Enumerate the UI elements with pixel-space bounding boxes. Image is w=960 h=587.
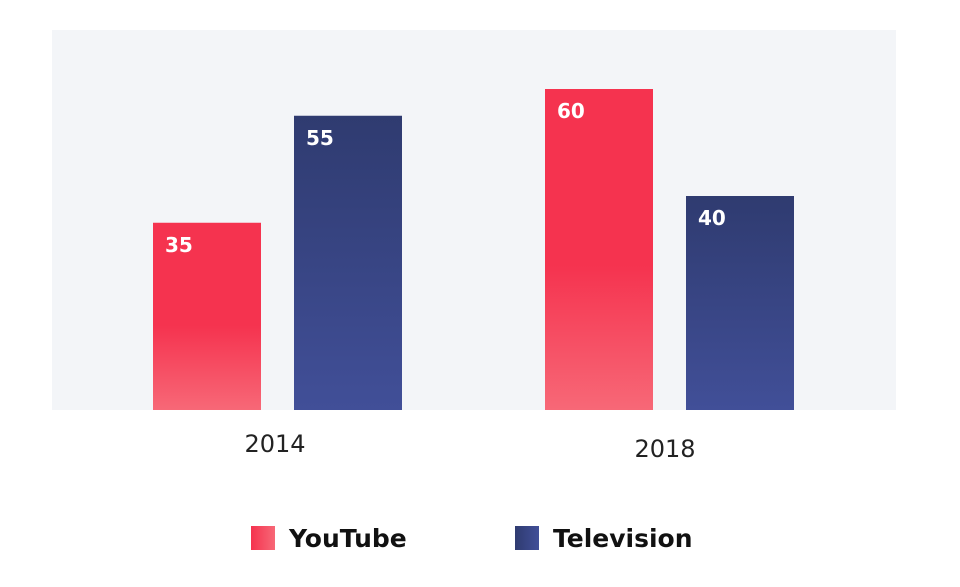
- legend-item-television: Television: [515, 518, 693, 558]
- legend-label-television: Television: [553, 523, 693, 553]
- bars-group: [153, 89, 794, 410]
- x-axis-ticks: 2014 2018: [244, 430, 695, 463]
- legend-item-youtube: YouTube: [251, 518, 407, 558]
- x-tick-label-2018: 2018: [634, 435, 695, 463]
- bar-labels-group: 35 55 60 40: [165, 99, 726, 257]
- bar-youtube-2014: [153, 222, 261, 410]
- bar-youtube-2018: [545, 89, 653, 410]
- x-tick-label-2014: 2014: [244, 430, 305, 458]
- legend: YouTube Television: [0, 518, 960, 558]
- legend-swatch-television: [515, 526, 539, 550]
- bar-television-2018: [686, 196, 794, 410]
- legend-swatch-youtube: [251, 526, 275, 550]
- bar-television-2014: [294, 115, 402, 410]
- bar-label-youtube-2014: 35: [165, 233, 193, 257]
- bar-label-television-2014: 55: [306, 126, 334, 150]
- legend-label-youtube: YouTube: [289, 523, 407, 553]
- bar-label-television-2018: 40: [698, 206, 726, 230]
- bar-label-youtube-2018: 60: [557, 99, 585, 123]
